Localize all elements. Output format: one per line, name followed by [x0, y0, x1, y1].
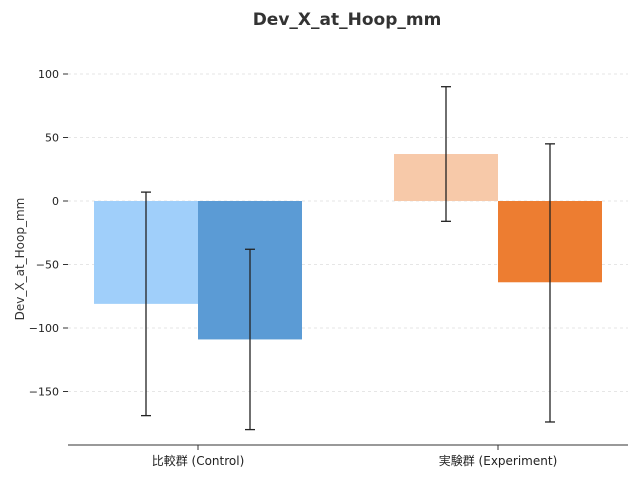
y-tick-label: 0	[52, 195, 59, 208]
error-bars	[141, 86, 555, 431]
y-tick-label: −150	[29, 386, 59, 399]
y-tick-label: −100	[29, 322, 59, 335]
bars	[94, 154, 602, 340]
y-tick-label: 50	[45, 132, 59, 145]
x-tick-label: 比較群 (Control)	[152, 453, 245, 468]
y-tick-label: −50	[36, 259, 59, 272]
x-tick-labels: 比較群 (Control) 実験群 (Experiment)	[152, 445, 558, 468]
y-tick-label: 100	[38, 68, 59, 81]
y-ticks: 100 50 0 −50 −100 −150	[29, 68, 68, 399]
x-tick-label: 実験群 (Experiment)	[439, 453, 558, 468]
y-axis-label: Dev_X_at_Hoop_mm	[13, 198, 27, 321]
chart-title: Dev_X_at_Hoop_mm	[253, 10, 442, 30]
